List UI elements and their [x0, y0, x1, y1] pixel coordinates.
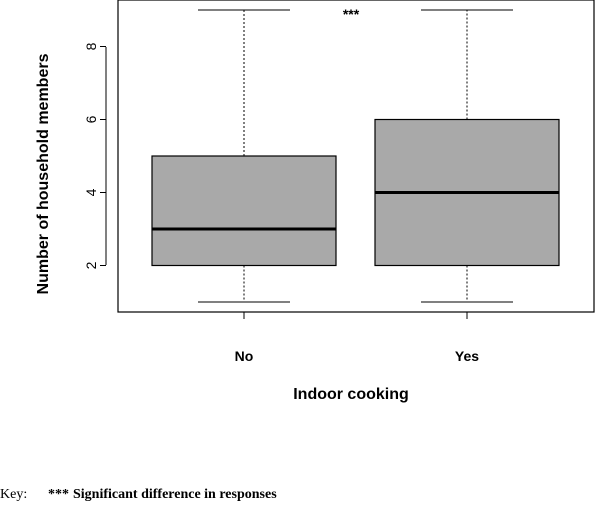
- x-axis-title: Indoor cooking: [293, 386, 409, 403]
- y-axis-title: Number of household members: [35, 53, 52, 294]
- key-label: Key:: [0, 487, 28, 502]
- box-yes: [374, 9, 560, 303]
- box-no: [151, 9, 337, 303]
- key-marker: ***: [48, 487, 69, 502]
- key-legend: Key: *** Significant difference in respons…: [0, 487, 277, 503]
- x-tick-labels: No Yes: [235, 312, 479, 364]
- y-tick-label: 8: [83, 42, 99, 50]
- plot-frame: [117, 0, 595, 313]
- significance-annotation: ***: [343, 6, 360, 22]
- boxes-layer: [151, 9, 560, 303]
- y-tick-label: 2: [83, 261, 99, 269]
- x-tick-label-no: No: [235, 348, 254, 364]
- key-text: Significant difference in responses: [73, 487, 277, 502]
- y-tick-label: 4: [83, 188, 99, 196]
- y-axis: 2 4 6 8: [83, 42, 107, 269]
- x-tick-label-yes: Yes: [455, 348, 479, 364]
- y-tick-label: 6: [83, 115, 99, 123]
- iqr-box: [151, 155, 337, 267]
